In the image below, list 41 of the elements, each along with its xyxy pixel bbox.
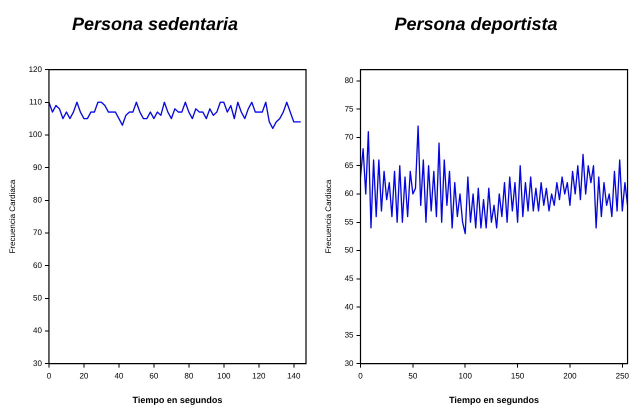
chart-title: Persona deportista — [394, 14, 558, 34]
y-tick-label: 100 — [28, 130, 42, 140]
y-tick-label: 50 — [344, 246, 354, 255]
x-tick-label: 150 — [510, 372, 525, 381]
y-tick-label: 80 — [344, 76, 354, 86]
x-tick-label: 100 — [217, 372, 232, 381]
x-tick-label: 60 — [149, 372, 159, 381]
x-tick-label: 140 — [287, 372, 301, 381]
y-tick-label: 80 — [33, 195, 42, 204]
y-tick-label: 55 — [344, 217, 354, 226]
x-tick-label: 0 — [46, 372, 52, 381]
x-tick-label: 100 — [458, 372, 472, 381]
x-tick-label: 250 — [616, 372, 630, 381]
chart-title: Persona sedentaria — [72, 14, 238, 34]
y-tick-label: 60 — [344, 189, 354, 198]
x-tick-label: 50 — [408, 372, 418, 381]
x-axis-title: Tiempo en segundos — [449, 395, 539, 406]
x-tick-label: 20 — [79, 372, 89, 381]
y-axis-title: Frecuencia Cardiaca — [8, 179, 18, 254]
y-tick-label: 120 — [28, 64, 42, 74]
y-tick-label: 30 — [33, 358, 42, 368]
x-tick-label: 0 — [358, 372, 364, 381]
x-tick-label: 80 — [184, 372, 194, 381]
y-tick-label: 30 — [344, 358, 354, 368]
y-tick-label: 45 — [344, 274, 354, 283]
y-tick-label: 70 — [33, 228, 42, 238]
y-tick-label: 40 — [33, 326, 42, 336]
y-tick-label: 70 — [344, 132, 354, 142]
y-tick-label: 65 — [344, 160, 354, 170]
y-tick-label: 60 — [33, 260, 42, 270]
y-tick-label: 75 — [344, 104, 354, 114]
y-tick-label: 110 — [29, 97, 42, 106]
y-tick-label: 90 — [33, 162, 42, 172]
x-axis-title: Tiempo en segundos — [132, 395, 222, 406]
y-axis-title: Frecuencia Cardiaca — [324, 179, 334, 254]
x-tick-label: 200 — [563, 372, 578, 381]
x-tick-label: 120 — [252, 372, 266, 381]
y-tick-label: 35 — [344, 330, 354, 340]
y-tick-label: 50 — [33, 293, 42, 302]
x-tick-label: 40 — [114, 372, 124, 381]
y-tick-label: 40 — [344, 302, 354, 312]
